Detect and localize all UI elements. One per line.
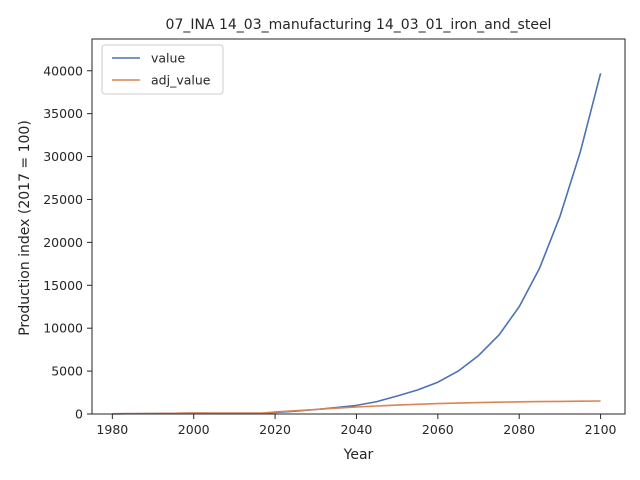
chart-title: 07_INA 14_03_manufacturing 14_03_01_iron… [166,17,552,33]
series-line-0 [112,73,602,415]
x-tick-label: 1980 [96,422,128,437]
plot-frame [91,38,626,415]
x-tick-label: 2080 [503,422,535,437]
legend-label-0: value [151,51,185,66]
y-axis-label: Production index (2017 = 100) [17,120,33,336]
y-tick-label: 10000 [43,321,83,336]
x-tick-label: 2060 [422,422,454,437]
y-tick-label: 25000 [43,192,83,207]
y-tick-label: 15000 [43,278,83,293]
y-tick-label: 5000 [51,364,83,379]
y-tick-label: 0 [75,407,83,422]
x-tick-label: 2100 [585,422,617,437]
series-line-1 [112,400,601,415]
x-axis: 1980 2000 2020 2040 2060 2080 2100 [96,414,617,437]
y-tick-label: 35000 [43,106,83,121]
legend: value adj_value [101,44,224,95]
plot-area [91,38,626,415]
y-tick-label: 30000 [43,149,83,164]
x-tick-label: 2000 [178,422,210,437]
x-tick-label: 2020 [259,422,291,437]
y-axis: 0 5000 10000 15000 20000 25000 30000 35000 40000 [43,63,92,422]
y-tick-label: 20000 [43,235,83,250]
x-tick-label: 2040 [341,422,373,437]
legend-label-1: adj_value [151,73,211,88]
x-axis-label: Year [343,447,374,463]
y-tick-label: 40000 [43,63,83,78]
